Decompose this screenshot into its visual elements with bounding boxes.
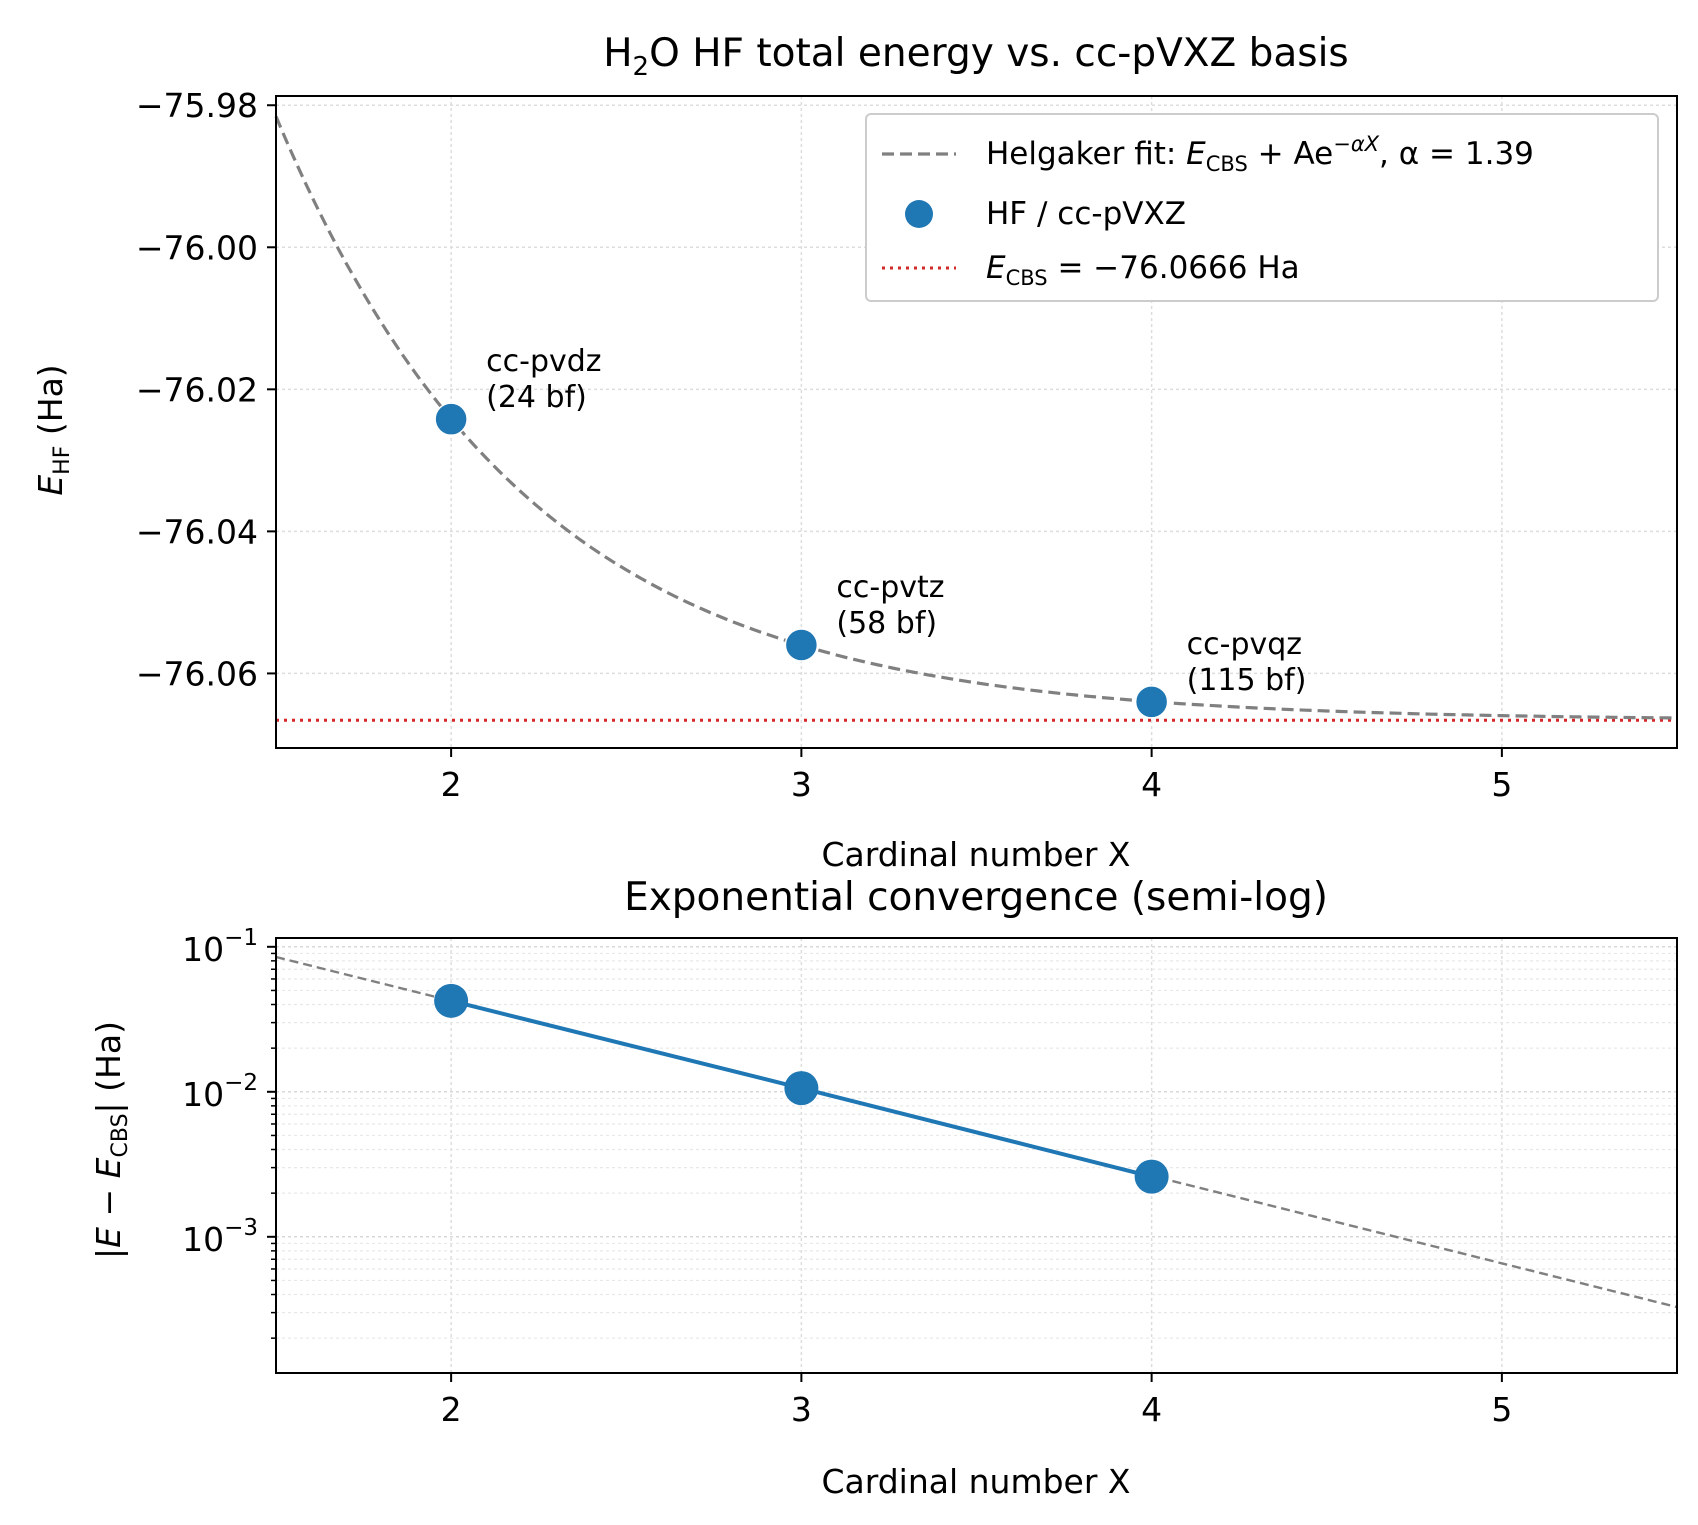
fit-curve-path (274, 115, 1678, 720)
legend-points-swatch (905, 200, 933, 228)
top-x-ticks: 2 3 4 5 (441, 748, 1512, 804)
x-tick-label: 5 (1491, 1390, 1512, 1429)
legend-points-label: HF / cc-pVXZ (986, 196, 1186, 232)
legend-fit-label: Helgaker fit: ECBS + Ae−αX, α = 1.39 (986, 132, 1534, 176)
x-tick-label: 4 (1141, 765, 1162, 804)
top-y-ticks: −75.98 −76.00 −76.02 −76.04 −76.06 (136, 86, 276, 693)
data-point (1134, 685, 1169, 719)
annotation-basis-name: cc-pvdz (486, 344, 601, 379)
annotation-basis-count: (115 bf) (1187, 663, 1307, 698)
bottom-x-ticks: 2 3 4 5 (441, 1373, 1512, 1429)
y-tick-label: 10−1 (182, 925, 258, 969)
legend-box (865, 113, 1659, 302)
top-legend: Helgaker fit: ECBS + Ae−αX, α = 1.39 HF … (865, 113, 1659, 302)
bottom-axes-frame (275, 937, 1678, 1374)
y-tick-label: −76.00 (136, 228, 258, 267)
top-x-axis-label: Cardinal number X (821, 835, 1130, 874)
data-point (784, 628, 819, 662)
data-point (434, 983, 469, 1018)
annotation-basis-name: cc-pvtz (836, 570, 944, 605)
x-tick-label: 2 (441, 1390, 462, 1429)
bottom-data-points (434, 983, 1169, 1194)
x-tick-label: 3 (791, 765, 812, 804)
y-tick-label: −75.98 (136, 86, 258, 125)
x-tick-label: 4 (1141, 1390, 1162, 1429)
top-fit-curve (274, 115, 1678, 720)
x-tick-label: 3 (791, 1390, 812, 1429)
annotation-basis-name: cc-pvqz (1187, 627, 1302, 662)
x-tick-label: 2 (441, 765, 462, 804)
data-point (784, 1071, 819, 1106)
y-tick-label: 10−2 (182, 1070, 258, 1114)
data-point (434, 402, 468, 436)
top-annotations: cc-pvdz(24 bf) cc-pvtz(58 bf) cc-pvqz(115 … (486, 344, 1306, 698)
annotation-basis-count: (24 bf) (486, 380, 587, 415)
y-tick-label: −76.06 (136, 654, 258, 693)
bottom-y-axis-label: |E − ECBS| (Ha) (89, 1021, 133, 1259)
bottom-x-axis-label: Cardinal number X (821, 1462, 1130, 1501)
bottom-grid (276, 938, 1677, 1373)
y-tick-label: −76.04 (136, 512, 258, 551)
y-tick-label: 10−3 (182, 1215, 258, 1259)
top-chart-panel: H2O HF total energy vs. cc-pVXZ basis cc… (31, 31, 1678, 874)
legend-cbs-label: ECBS = −76.0666 Ha (986, 250, 1300, 290)
y-tick-label: −76.02 (136, 370, 258, 409)
annotation-basis-count: (58 bf) (836, 606, 937, 641)
x-tick-label: 5 (1491, 765, 1512, 804)
data-point (1134, 1159, 1169, 1194)
top-axes-frame (275, 95, 1678, 749)
bottom-y-ticks: 10−1 10−2 10−3 (182, 925, 276, 1339)
top-y-axis-label: EHF (Ha) (31, 364, 75, 495)
top-data-points (434, 402, 1169, 719)
bottom-chart-title: Exponential convergence (semi-log) (624, 875, 1328, 920)
top-chart-title: H2O HF total energy vs. cc-pVXZ basis (603, 31, 1349, 82)
